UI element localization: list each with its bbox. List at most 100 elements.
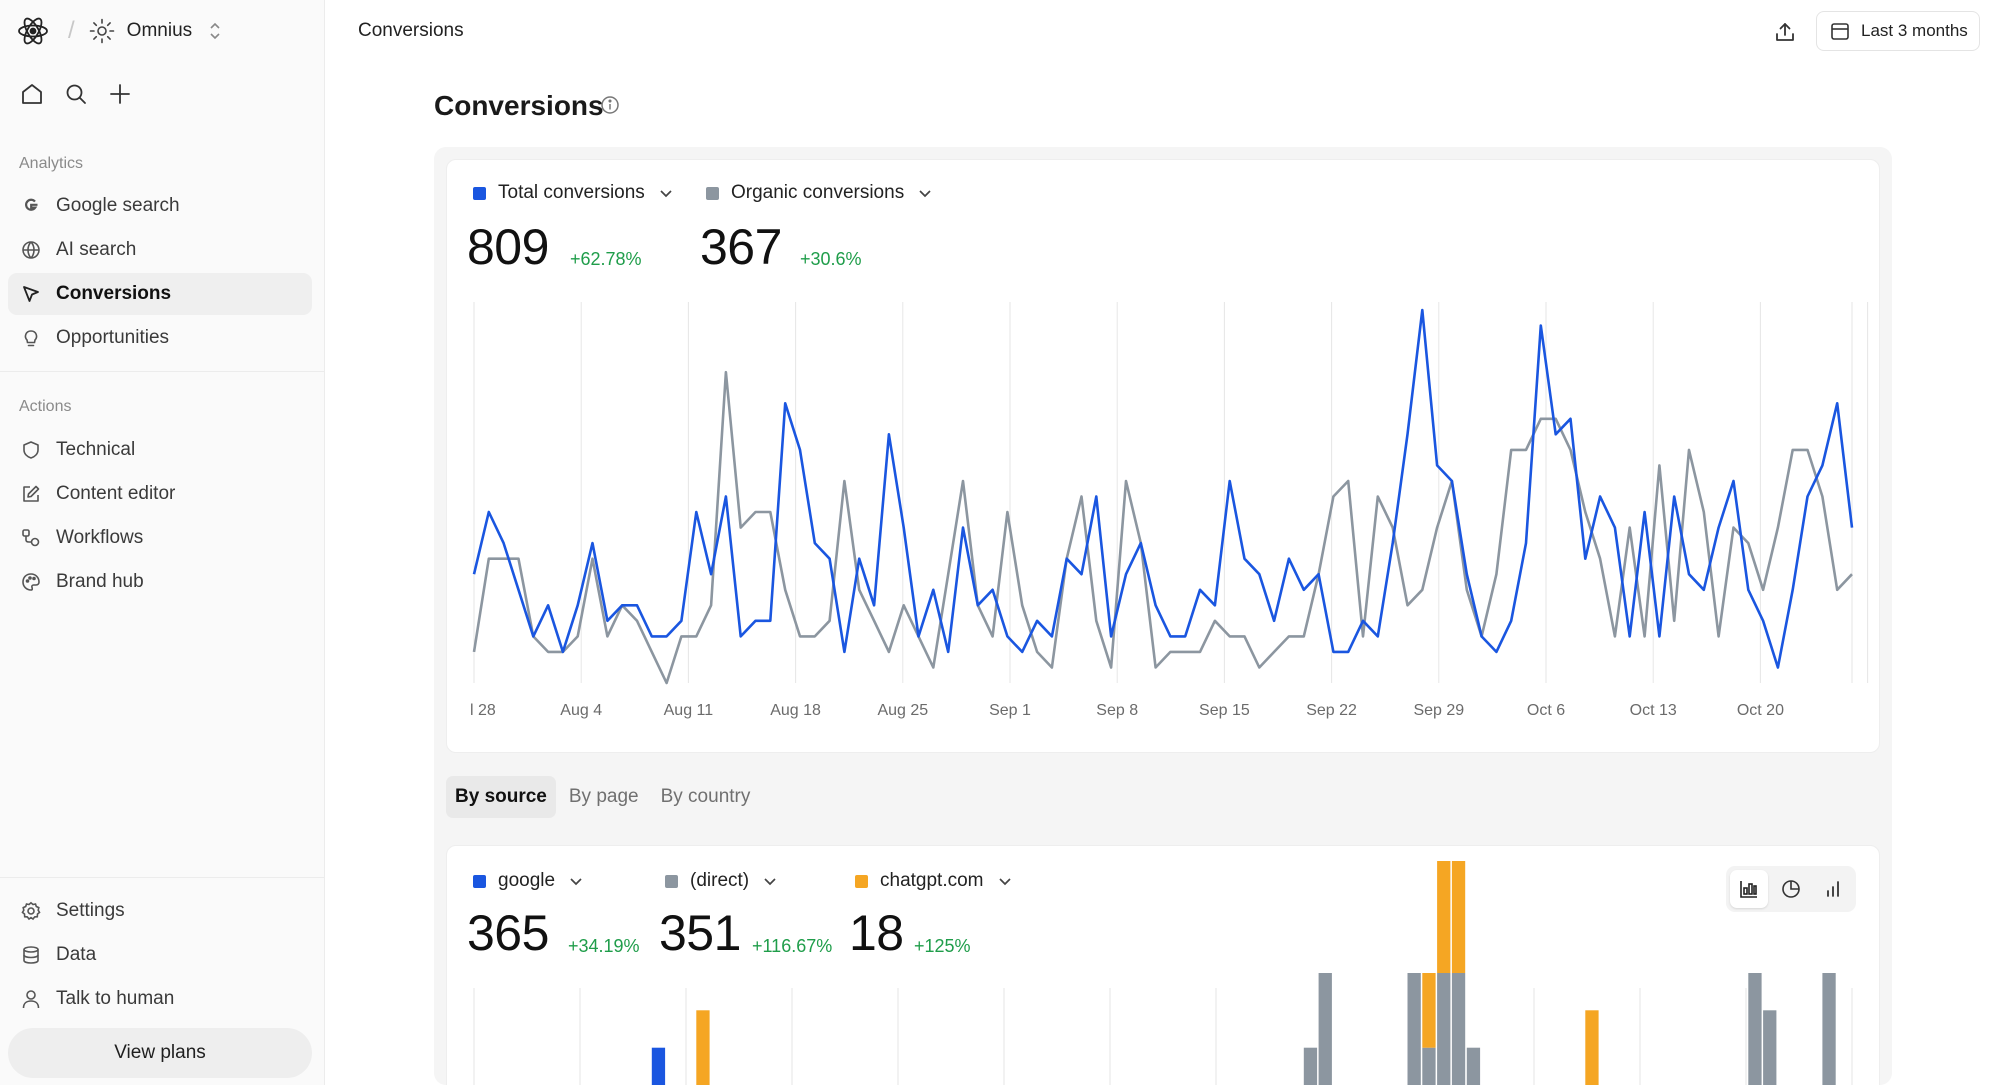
bar-direct (1822, 973, 1836, 1085)
x-tick-label: Oct 13 (1630, 702, 1677, 719)
series-selector-organic[interactable]: Organic conversions (706, 182, 932, 204)
sidebar-item-label: Opportunities (56, 327, 170, 348)
source-label: (direct) (690, 870, 750, 891)
date-range-button[interactable]: Last 3 months (1816, 11, 1980, 51)
conversions-chart-card (446, 159, 1880, 753)
series-selector-total[interactable]: Total conversions (473, 182, 673, 204)
tab-by-page[interactable]: By page (568, 786, 639, 807)
sidebar-divider (0, 371, 325, 372)
sidebar-item-content-editor[interactable]: Content editor (8, 473, 312, 515)
view-plans-button[interactable]: View plans (8, 1028, 312, 1078)
edit-icon (20, 483, 42, 505)
sidebar-divider (0, 877, 325, 878)
x-tick-label: Aug 4 (560, 702, 602, 719)
x-tick-label: Sep 1 (989, 702, 1031, 719)
tab-by-country[interactable]: By country (660, 786, 751, 807)
sidebar: / Omnius Analytics Go (0, 0, 325, 1085)
sidebar-item-data[interactable]: Data (8, 934, 312, 976)
workflow-icon (20, 527, 42, 549)
sidebar-item-label: AI search (56, 239, 137, 260)
section-label-actions: Actions (19, 398, 72, 415)
sidebar-item-workflows[interactable]: Workflows (8, 517, 312, 559)
bar-chatgptcom (1585, 1010, 1599, 1085)
date-range-label: Last 3 months (1861, 21, 1968, 40)
chart-view-toggle (1726, 866, 1856, 912)
logo-icon[interactable] (16, 14, 50, 48)
database-icon (20, 944, 42, 966)
sidebar-item-google-search[interactable]: Google search (8, 185, 312, 227)
bar-direct (1466, 1047, 1481, 1085)
home-icon[interactable] (18, 80, 46, 108)
lightbulb-icon (20, 327, 42, 349)
x-tick-label: l 28 (470, 702, 496, 719)
total-conversions-delta: +62.78% (570, 249, 642, 269)
search-icon[interactable] (62, 80, 90, 108)
bar-direct (1451, 973, 1466, 1085)
source-selector-direct[interactable]: (direct) (665, 870, 777, 892)
org-name[interactable]: Omnius (126, 20, 193, 41)
source-selector-google[interactable]: google (473, 870, 583, 892)
x-tick-label: Sep 15 (1199, 702, 1250, 719)
direct-delta: +116.67% (752, 936, 833, 956)
shield-icon (20, 439, 42, 461)
bar-direct (1318, 973, 1332, 1085)
source-selector-chatgpt[interactable]: chatgpt.com (855, 870, 1012, 892)
chevron-down-icon (998, 878, 1011, 886)
plus-icon[interactable] (106, 80, 134, 108)
chatgpt-value: 18 (849, 905, 904, 961)
stacked-bar-view-icon[interactable] (1730, 870, 1768, 908)
bar-google (651, 1047, 666, 1085)
bar-direct (1303, 1047, 1318, 1085)
x-tick-label: Sep 22 (1306, 702, 1357, 719)
conversions-line-chart: l 28 Aug 4 Aug 11 Aug 18 Aug 25 Sep 1 Sep 8 Sep… (470, 302, 1869, 719)
chevron-updown-icon[interactable] (208, 20, 222, 42)
page-title: Conversions (434, 90, 604, 121)
x-tick-label: Oct 6 (1527, 702, 1565, 719)
chevron-down-icon (919, 190, 931, 198)
sidebar-item-label: Content editor (56, 483, 176, 504)
x-tick-label: Sep 29 (1413, 702, 1464, 719)
sidebar-item-conversions[interactable]: Conversions (8, 273, 312, 315)
x-tick-label: Aug 18 (770, 702, 821, 719)
bar-direct (1748, 973, 1762, 1085)
pie-view-icon[interactable] (1772, 870, 1810, 908)
sidebar-item-label: Google search (56, 195, 180, 216)
quick-actions (18, 80, 134, 108)
sidebar-item-label: Talk to human (56, 988, 175, 1009)
legend-swatch-chatgpt (855, 874, 868, 888)
sidebar-item-label: Data (56, 944, 97, 965)
gear-icon (20, 900, 42, 922)
export-icon[interactable] (1770, 17, 1800, 47)
cursor-arrow-icon (20, 283, 42, 305)
google-delta: +34.19% (568, 936, 640, 956)
org-sun-icon (89, 18, 115, 44)
bar-chatgptcom (696, 1010, 710, 1085)
sources-chart-card (446, 845, 1880, 1085)
workspace-switcher[interactable]: / Omnius (16, 14, 222, 48)
tab-by-source[interactable]: By source (446, 776, 556, 818)
google-value: 365 (467, 905, 549, 961)
legend-swatch-organic (706, 186, 719, 200)
chevron-down-icon (764, 878, 776, 886)
sidebar-item-label: Conversions (56, 283, 172, 304)
sidebar-item-ai-search[interactable]: AI search (8, 229, 312, 271)
bar-direct (1422, 1047, 1436, 1085)
sidebar-item-opportunities[interactable]: Opportunities (8, 317, 312, 359)
sidebar-item-brand-hub[interactable]: Brand hub (8, 561, 312, 603)
info-icon[interactable] (600, 95, 620, 115)
x-tick-label: Aug 11 (664, 702, 714, 719)
bar-direct (1437, 973, 1451, 1085)
bar-chatgptcom (1422, 973, 1436, 1048)
chevron-down-icon (660, 190, 672, 198)
sidebar-item-settings[interactable]: Settings (8, 890, 312, 932)
bar-view-icon[interactable] (1814, 870, 1852, 908)
sidebar-item-label: Technical (56, 439, 136, 460)
sidebar-item-talk-to-human[interactable]: Talk to human (8, 978, 312, 1020)
total-conversions-value: 809 (467, 219, 549, 275)
x-tick-label: Sep 8 (1096, 702, 1138, 719)
series-label: Total conversions (498, 182, 645, 203)
sidebar-item-technical[interactable]: Technical (8, 429, 312, 471)
bar-direct (1407, 973, 1421, 1085)
calendar-icon (1830, 21, 1850, 41)
